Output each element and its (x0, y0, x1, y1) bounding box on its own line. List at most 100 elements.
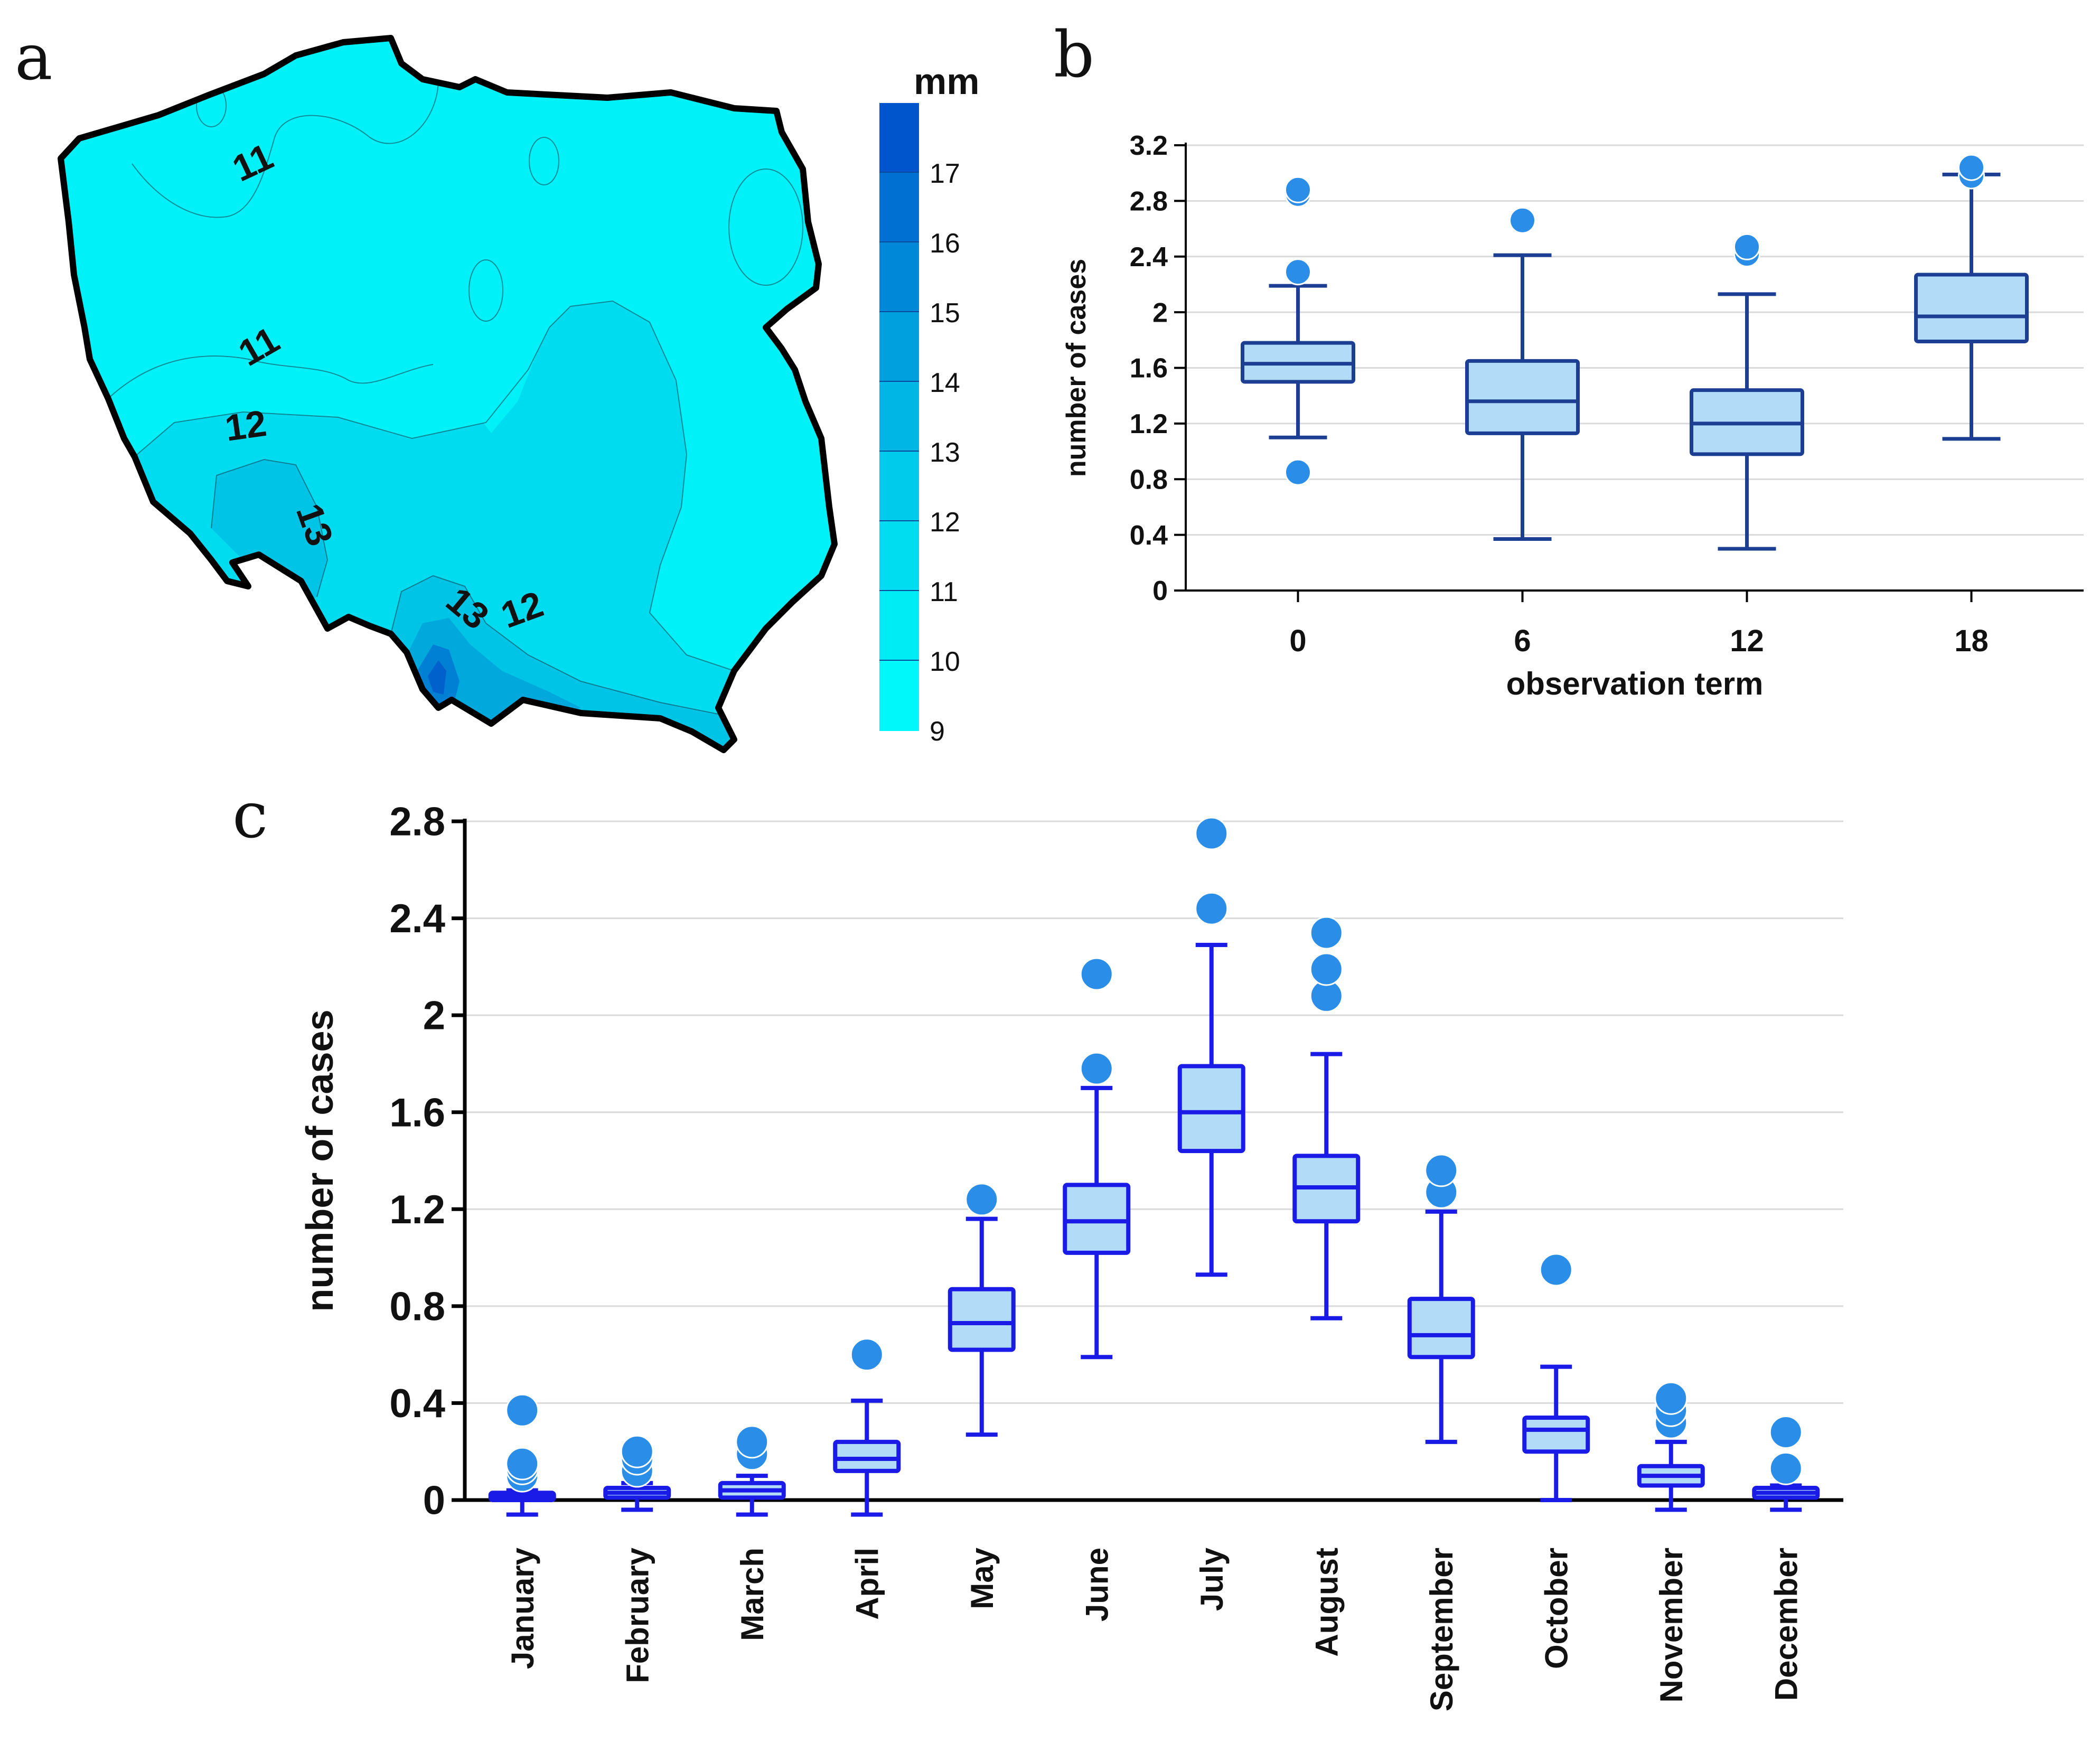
outlier-point (505, 1447, 539, 1481)
colorbar-label: 11 (930, 577, 958, 607)
outlier-point (1080, 957, 1113, 991)
y-tick-label: 1.2 (389, 1187, 445, 1232)
map-colorbar: mm 17 16 15 14 13 12 11 10 9 (879, 61, 979, 747)
box-3 (833, 1338, 901, 1517)
x-tick-label: 12 (1730, 624, 1764, 658)
box-iqr (1407, 1297, 1475, 1360)
box-9 (1522, 1253, 1590, 1502)
outlier-point (1195, 817, 1229, 850)
box-4 (948, 1183, 1016, 1437)
outlier-point (620, 1435, 654, 1468)
outlier-point (1539, 1253, 1573, 1287)
outlier-point (1195, 892, 1229, 925)
outlier-point (1285, 458, 1311, 486)
x-tick-label: May (964, 1547, 1000, 1609)
colorbar-segment (879, 312, 919, 382)
outlier-point (1285, 258, 1311, 286)
colorbar-label: 16 (930, 228, 960, 259)
panel-b-letter: b (1054, 18, 1094, 92)
box-6 (1177, 817, 1245, 1277)
colorbar-unit: mm (914, 61, 979, 102)
colorbar-label: 14 (930, 368, 960, 398)
outlier-point (1733, 233, 1760, 260)
box-iqr (1063, 1183, 1131, 1255)
box-iqr (948, 1287, 1016, 1352)
contour-label-12-west: 12 (222, 402, 269, 449)
map-band-13 (211, 460, 327, 607)
x-tick-label: 6 (1514, 624, 1531, 658)
box-7 (1292, 916, 1361, 1320)
map-isolines (95, 79, 803, 719)
outlier-point (965, 1183, 999, 1216)
box-iqr (1914, 273, 2029, 343)
box-2 (718, 1425, 786, 1517)
outlier-point (1509, 207, 1536, 234)
chart-c: 0 0.4 0.8 1.2 1.6 2 2.4 2.8 number of cases Janua… (299, 800, 1843, 1711)
colorbar-segment (879, 521, 919, 592)
map-band-17 (428, 660, 446, 695)
outlier-point (505, 1393, 539, 1427)
map-band-12-east-lobe (475, 327, 544, 433)
x-tick-label: October (1539, 1548, 1574, 1669)
box-iqr (1465, 359, 1580, 435)
x-tick-label: December (1768, 1548, 1804, 1701)
colorbar-label: 15 (930, 298, 960, 329)
outlier-point (1769, 1416, 1803, 1449)
poland-map: 11 11 12 13 13 12 (53, 32, 845, 771)
x-tick-label: April (849, 1548, 885, 1620)
colorbar-segment (879, 103, 919, 173)
y-tick-label: 1.6 (1130, 353, 1168, 384)
y-tick-label: 2.8 (389, 800, 445, 845)
x-tick-label: July (1194, 1547, 1230, 1611)
x-tick-label: June (1079, 1548, 1114, 1622)
box-2 (1690, 233, 1804, 551)
colorbar-label: 17 (930, 158, 960, 189)
y-tick-label: 0.4 (389, 1381, 445, 1426)
colorbar-label: 12 (930, 507, 960, 538)
colorbar-segment (879, 382, 919, 452)
colorbar-label: 13 (930, 437, 960, 468)
x-tick-label: September (1424, 1548, 1459, 1711)
colorbar-label: 10 (930, 647, 960, 677)
box-iqr (1522, 1415, 1590, 1454)
y-tick-label: 2.4 (1130, 242, 1168, 273)
colorbar-segment (879, 591, 919, 661)
x-tick-label: 0 (1289, 624, 1306, 658)
panel-a-letter: a (15, 21, 53, 95)
x-tick-label: November (1654, 1548, 1689, 1702)
panel-c-letter: c (232, 779, 268, 852)
outlier-point (1424, 1154, 1458, 1187)
y-tick-label: 0.8 (1130, 464, 1168, 495)
box-iqr (833, 1439, 901, 1473)
x-tick-label: February (620, 1547, 655, 1683)
y-axis-label: number of cases (1061, 259, 1092, 477)
y-tick-label: 2.8 (1130, 186, 1168, 217)
y-tick-label: 0 (423, 1478, 445, 1523)
colorbar-segment (879, 242, 919, 313)
colorbar-segment (879, 661, 919, 731)
box-11 (1752, 1416, 1820, 1512)
outlier-point (1309, 916, 1343, 950)
box-8 (1407, 1154, 1475, 1444)
box-5 (1063, 957, 1131, 1360)
outlier-point (1654, 1381, 1688, 1415)
y-tick-label: 1.2 (1130, 409, 1168, 439)
box-10 (1637, 1381, 1705, 1512)
x-tick-label: January (505, 1547, 540, 1669)
outlier-point (1080, 1052, 1113, 1085)
colorbar-segment (879, 173, 919, 243)
y-axis-label: number of cases (299, 1009, 341, 1311)
colorbar-label: 9 (930, 716, 945, 747)
y-tick-label: 3.2 (1130, 130, 1168, 161)
box-1 (603, 1435, 671, 1512)
y-tick-label: 2 (1152, 297, 1168, 328)
outlier-point (735, 1425, 769, 1459)
y-tick-label: 2.4 (389, 896, 445, 941)
outlier-point (1958, 154, 1985, 181)
box-1 (1465, 207, 1580, 541)
y-tick-label: 1.6 (389, 1090, 445, 1135)
x-tick-label: March (735, 1548, 770, 1641)
box-0 (1241, 176, 1355, 486)
outlier-point (850, 1338, 884, 1372)
